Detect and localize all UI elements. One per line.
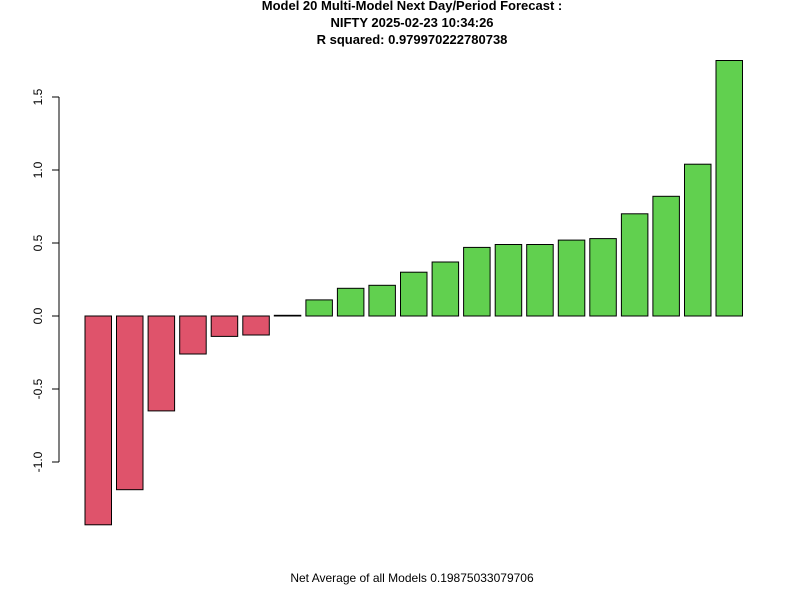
bar [620, 213, 649, 317]
bar [526, 244, 554, 317]
y-tick-label: 0.0 [31, 307, 45, 324]
bar [684, 163, 712, 317]
bar [494, 244, 523, 317]
bar [431, 261, 460, 317]
bars [84, 60, 743, 526]
bar [715, 60, 743, 317]
chart-footer-net-average: Net Average of all Models 0.198750330797… [290, 571, 534, 585]
bar [84, 315, 112, 526]
y-axis: -1.0 -0.5 0.0 0.5 1.0 1.5 [31, 88, 60, 472]
bar [147, 315, 176, 412]
bar [336, 287, 365, 317]
bar [463, 246, 491, 317]
bar [242, 315, 270, 336]
bar [400, 271, 428, 317]
y-tick-label: 0.5 [31, 234, 45, 251]
bar [273, 314, 302, 317]
bar [557, 239, 586, 317]
y-tick-label: -1.0 [31, 451, 45, 472]
bar [368, 284, 396, 317]
chart-title-line-1: Model 20 Multi-Model Next Day/Period For… [262, 0, 563, 13]
bar [589, 238, 617, 317]
bar [305, 299, 333, 317]
bar [210, 315, 239, 337]
bar [652, 195, 680, 317]
chart-title-line-3: R squared: 0.979970222780738 [317, 32, 508, 47]
y-tick-label: -0.5 [31, 378, 45, 399]
chart-title-line-2: NIFTY 2025-02-23 10:34:26 [330, 15, 493, 30]
bar [179, 315, 207, 355]
bar [116, 315, 144, 491]
y-tick-label: 1.0 [31, 161, 45, 178]
y-tick-label: 1.5 [31, 88, 45, 105]
